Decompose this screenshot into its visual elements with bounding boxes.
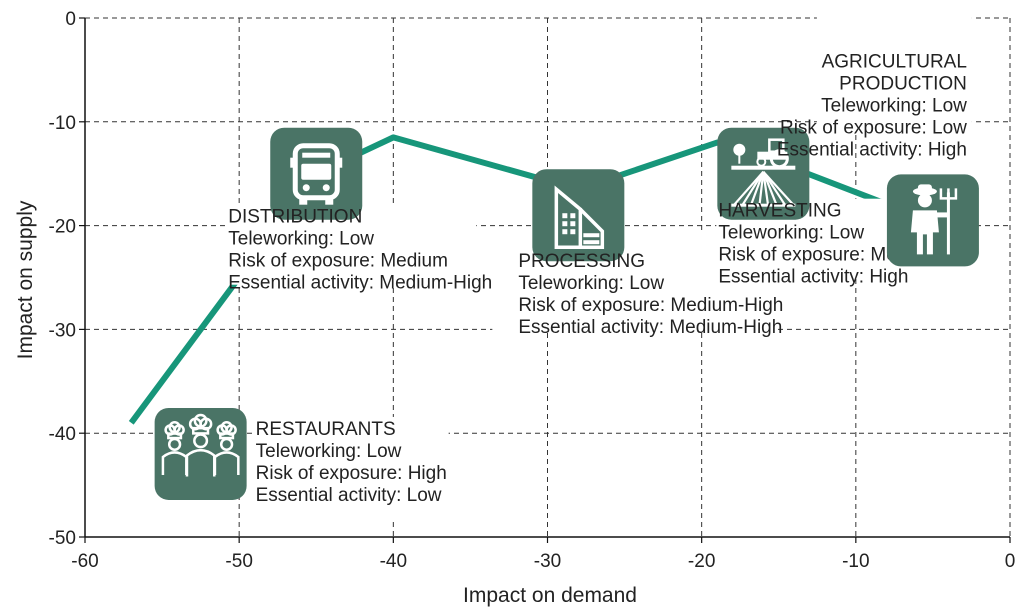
x-tick-label: -40 [380,551,407,572]
stage-detail: Teleworking: Low [518,273,664,294]
farmer-icon [886,174,979,267]
stage-title: RESTAURANTS [256,419,396,440]
x-tick-label: 0 [1005,551,1016,572]
stage-title: DISTRIBUTION [228,207,362,228]
tick-labels: -60 -50 -40 -30 -20 -10 00-10-20-30-40-50 [49,9,1016,572]
stage-detail: Essential activity: Low [256,485,442,506]
stage-detail: Teleworking: Low [718,223,864,244]
building-icon [532,169,625,262]
stage-title: PRODUCTION [839,73,967,94]
stage-detail: Essential activity: Medium-High [228,273,492,294]
label-background [816,9,972,134]
stage-title: PROCESSING [518,251,645,272]
y-axis-label: Impact on supply [14,200,37,359]
y-tick-label: -10 [49,113,76,134]
y-tick-label: -50 [49,528,76,549]
stage-detail: Risk of exposure: High [256,463,447,484]
tractor-icon [717,127,810,220]
stage-detail: Teleworking: Low [228,229,374,250]
y-tick-label: -30 [49,320,76,341]
x-tick-label: -20 [688,551,715,572]
y-tick-label: -20 [49,217,76,238]
y-tick-label: 0 [65,9,76,30]
label-background [253,416,449,519]
stage-title: HARVESTING [718,201,841,222]
stage-detail: Teleworking: Low [821,95,967,116]
x-tick-label: -60 [71,551,98,572]
stage-detail: Teleworking: Low [256,441,402,462]
stage-detail: Risk of exposure: Medium [228,251,448,272]
stage-title: AGRICULTURAL [822,51,967,72]
stage-detail: Risk of exposure: Medium [718,245,938,266]
stage-detail: Essential activity: High [718,267,908,288]
x-tick-label: -10 [842,551,869,572]
x-tick-label: -30 [534,551,561,572]
x-tick-label: -50 [225,551,252,572]
y-tick-label: -40 [49,424,76,445]
stage-detail: Risk of exposure: Medium-High [518,295,783,316]
stage-detail: Risk of exposure: Low [780,117,967,138]
stage-detail: Essential activity: Medium-High [518,317,782,338]
bus-icon [270,127,363,220]
chefs-icon [154,407,247,500]
stage-detail: Essential activity: High [777,139,967,160]
x-axis-label: Impact on demand [463,584,637,607]
